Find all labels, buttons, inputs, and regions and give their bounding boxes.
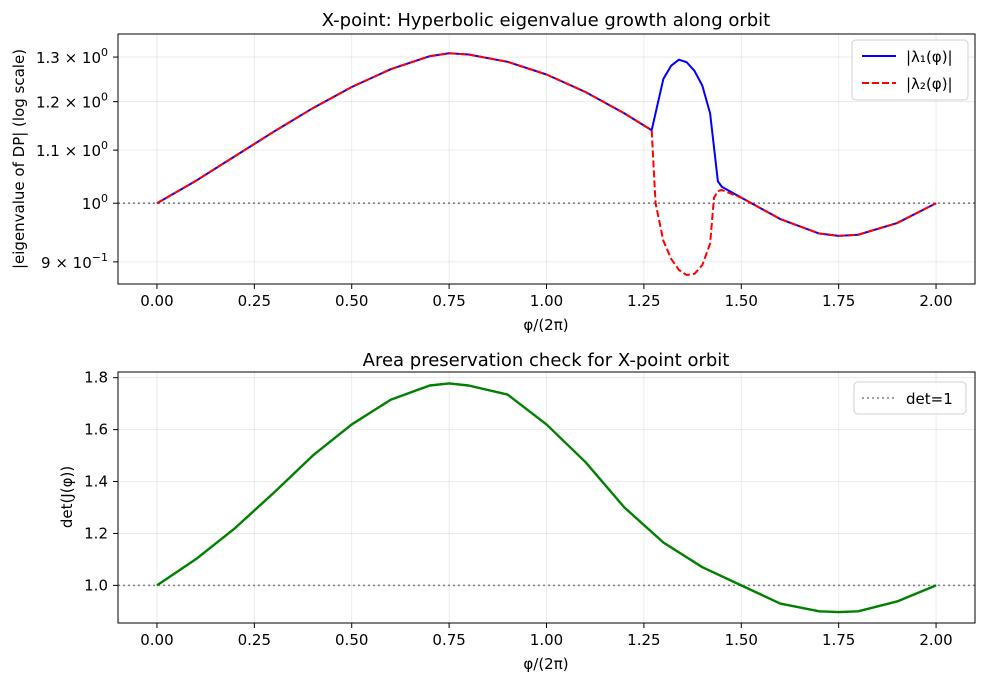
bottom-x-tick-label: 1.50 (725, 631, 758, 649)
top-x-tick-label: 2.00 (919, 292, 952, 310)
top-chart-title: X-point: Hyperbolic eigenvalue growth al… (322, 10, 771, 31)
bottom-y-tick-label: 1.2 (84, 524, 108, 542)
top-chart: 0.00 0.25 0.50 0.75 1.00 1.25 1.50 1.75 2.00 9 ×… (10, 10, 976, 334)
top-x-tick-label: 1.25 (627, 292, 660, 310)
legend-lambda2-label: |λ₂(φ)| (906, 75, 953, 93)
top-y-tick-exponent: −1 (92, 251, 108, 264)
bottom-y-tick-label: 1.0 (84, 576, 108, 594)
bottom-x-tick-label: 0.75 (432, 631, 465, 649)
legend-det1-label: det=1 (906, 390, 953, 408)
bottom-y-tick-label: 1.8 (84, 369, 108, 387)
top-x-axis-label: φ/(2π) (523, 316, 568, 334)
top-series-line-2 (156, 52, 937, 277)
bottom-x-tick-label: 1.00 (530, 631, 563, 649)
top-x-tick-label: 1.00 (530, 292, 563, 310)
bottom-x-tick-label: 1.25 (627, 631, 660, 649)
top-y-tick-label: 1.3 × 100 (36, 46, 108, 67)
top-y-tick-base: 1.2 × 10 (36, 94, 101, 112)
top-y-tick-exponent: 0 (101, 91, 108, 104)
bottom-plot-background (118, 372, 975, 623)
bottom-x-tick-label: 0.50 (335, 631, 368, 649)
bottom-y-ticks: 1.0 1.2 1.4 1.6 1.8 (84, 369, 118, 594)
top-y-tick-label: 100 (82, 192, 108, 213)
top-y-tick-exponent: 0 (101, 139, 108, 152)
top-x-tick-label: 1.50 (725, 292, 758, 310)
bottom-x-axis-label: φ/(2π) (523, 655, 568, 673)
top-x-tick-label: 0.00 (140, 292, 173, 310)
bottom-series (156, 382, 937, 614)
bottom-y-tick-label: 1.4 (84, 473, 108, 491)
top-y-tick-base: 1.1 × 10 (36, 142, 101, 160)
top-y-tick-label: 1.1 × 100 (36, 139, 108, 160)
top-y-tick-exponent: 0 (101, 192, 108, 205)
top-y-tick-label: 9 × 10−1 (41, 251, 108, 272)
top-y-tick-base: 10 (82, 195, 101, 213)
bottom-x-tick-label: 1.75 (822, 631, 855, 649)
bottom-x-tick-label: 2.00 (919, 631, 952, 649)
bottom-chart-title: Area preservation check for X-point orbi… (363, 350, 730, 371)
bottom-x-ticks: 0.00 0.25 0.50 0.75 1.00 1.25 1.50 1.75 2.00 (140, 623, 953, 649)
top-x-tick-label: 0.50 (335, 292, 368, 310)
bottom-y-tick-label: 1.6 (84, 421, 108, 439)
top-x-tick-label: 0.25 (238, 292, 271, 310)
bottom-grid (118, 372, 975, 623)
bottom-y-axis-label: det(J(φ)) (58, 466, 76, 528)
top-y-tick-base: 9 × 10 (41, 254, 92, 272)
top-y-tick-label: 1.2 × 100 (36, 91, 108, 112)
legend-lambda1-label: |λ₁(φ)| (906, 48, 953, 66)
bottom-x-tick-label: 0.25 (238, 631, 271, 649)
top-y-tick-base: 1.3 × 10 (36, 49, 101, 67)
top-x-tick-label: 0.75 (432, 292, 465, 310)
bottom-legend: det=1 (853, 381, 967, 415)
top-x-ticks: 0.00 0.25 0.50 0.75 1.00 1.25 1.50 1.75 2.00 (140, 284, 953, 310)
bottom-x-tick-label: 0.00 (140, 631, 173, 649)
bottom-chart: 0.00 0.25 0.50 0.75 1.00 1.25 1.50 1.75 2.00 1.0… (58, 350, 976, 673)
top-y-axis-label: |eigenvalue of DP| (log scale) (10, 49, 28, 269)
bottom-legend-box (853, 381, 967, 415)
top-x-tick-label: 1.75 (822, 292, 855, 310)
top-series (156, 52, 937, 277)
top-y-tick-exponent: 0 (101, 46, 108, 59)
top-legend: |λ₁(φ)| |λ₂(φ)| (851, 39, 969, 101)
bottom-series-line-1 (156, 382, 937, 614)
top-plot-background (118, 34, 975, 284)
